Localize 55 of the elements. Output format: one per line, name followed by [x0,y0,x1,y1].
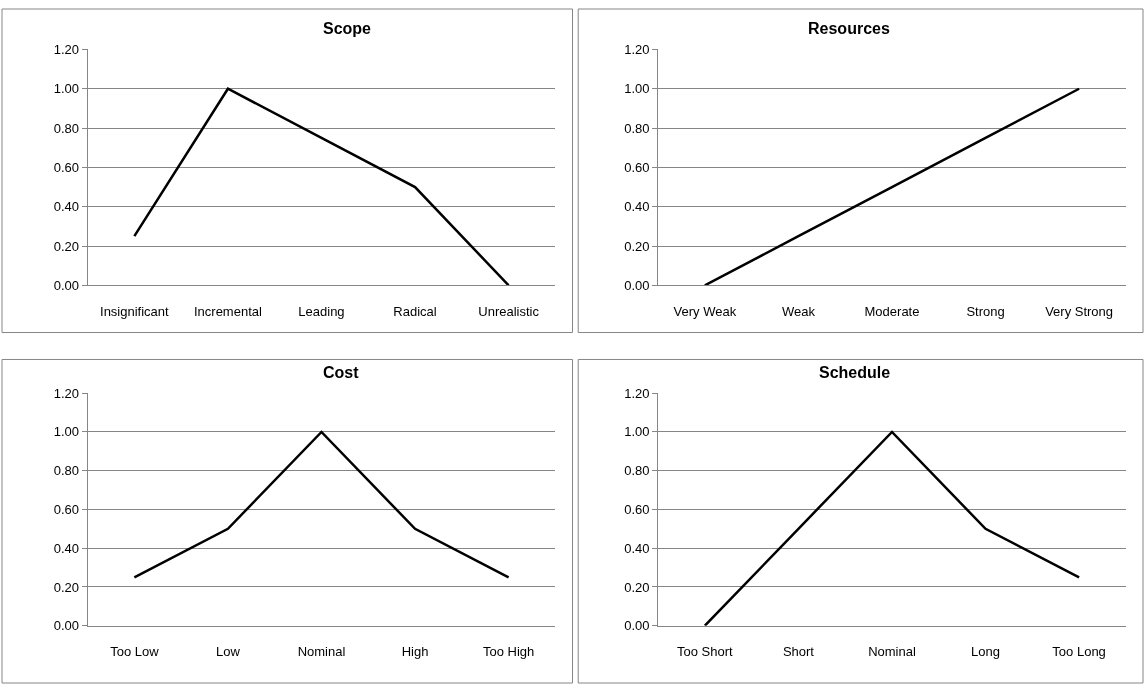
y-tick-label: 1.00 [53,81,79,97]
line-series [703,87,1081,286]
x-tick-label: Short [782,644,815,660]
y-tick-label: 0.80 [624,120,650,136]
y-tick-label: 0.40 [53,199,79,215]
y-tick-label: 0.60 [53,159,79,175]
chart-title: Cost [323,364,360,381]
y-tick-label: 0.20 [53,238,79,254]
y-tick-label: 1.20 [624,41,650,57]
y-tick-label: 0.40 [624,199,650,215]
x-tick-label: Too High [482,644,535,660]
y-tick-label: 1.00 [53,424,79,440]
x-tick-label: Insignificant [100,303,170,319]
line-series [133,87,510,286]
y-tick-label: 0.00 [624,618,650,634]
y-tick-label: 0.80 [624,463,650,479]
y-tick-label: 0.20 [53,579,79,595]
x-tick-label: Moderate [864,303,920,319]
y-tick-label: 1.00 [624,424,650,440]
x-tick-label: Radical [393,303,437,319]
x-tick-label: Too Low [110,644,160,660]
x-tick-label: Very Weak [673,303,737,319]
x-tick-label: High [401,644,429,660]
y-tick-label: 1.20 [624,385,650,401]
x-tick-label: Too Short [677,644,734,660]
chart-title: Scope [323,20,372,37]
x-tick-label: Weak [781,303,816,319]
x-tick-label: Unrealistic [478,303,540,319]
x-tick-label: Leading [298,303,345,319]
x-tick-label: Very Strong [1045,303,1114,319]
y-tick-label: 0.40 [53,540,79,556]
y-tick-label: 1.00 [624,81,650,97]
x-tick-label: Nominal [297,644,346,660]
y-tick-label: 0.00 [53,277,79,293]
x-tick-label: Strong [966,303,1005,319]
y-tick-label: 0.20 [624,579,650,595]
y-tick-label: 1.20 [53,41,79,57]
y-tick-label: 0.00 [624,277,650,293]
y-tick-label: 0.60 [53,501,79,517]
x-tick-label: Long [971,644,1001,660]
y-tick-label: 0.80 [53,463,79,479]
y-tick-label: 0.60 [624,159,650,175]
x-tick-label: Too Long [1052,644,1106,660]
y-tick-label: 0.60 [624,501,650,517]
x-tick-label: Incremental [193,303,262,319]
line-series [703,430,1081,626]
chart-title: Resources [808,20,890,37]
chart-title: Schedule [819,364,891,381]
y-tick-label: 0.20 [624,238,650,254]
y-tick-label: 0.40 [624,540,650,556]
x-tick-label: Nominal [868,644,916,660]
y-tick-label: 0.00 [53,618,79,634]
x-tick-label: Low [215,644,241,660]
y-tick-label: 1.20 [53,385,79,401]
y-tick-label: 0.80 [53,120,79,136]
